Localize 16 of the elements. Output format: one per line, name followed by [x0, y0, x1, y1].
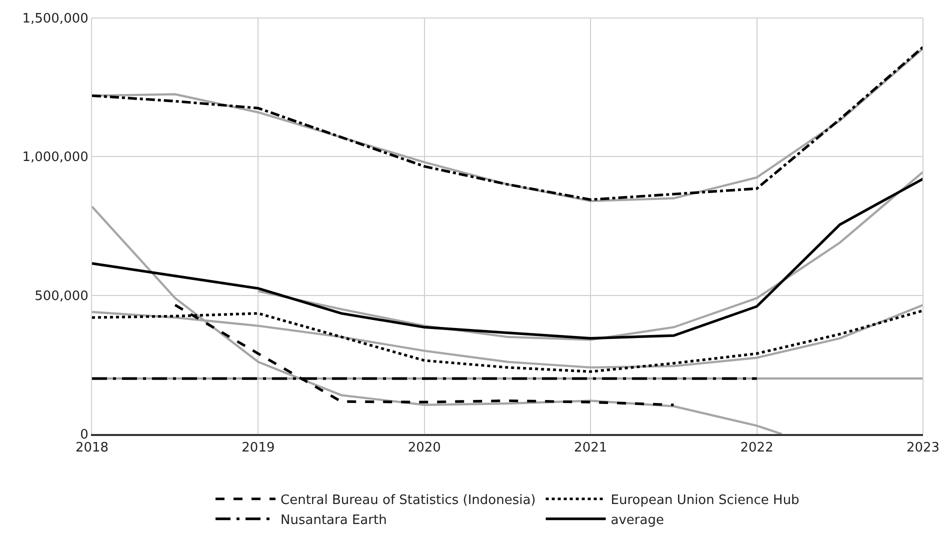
legend-label: Central Bureau of Statistics (Indonesia) [280, 492, 536, 508]
line-series [92, 178, 923, 340]
x-tick-label: 2020 [408, 440, 441, 456]
x-tick-label: 2021 [574, 440, 608, 456]
legend-label: Nusantara Earth [280, 512, 387, 528]
line-series [257, 170, 923, 341]
y-tick-label: 1,000,000 [22, 150, 88, 166]
y-tick-label: 500,000 [34, 288, 88, 304]
legend-label: European Union Science Hub [610, 492, 800, 508]
y-tick-label: 1,500,000 [22, 12, 88, 27]
x-tick-label: 2022 [740, 440, 774, 456]
legend-label: average [610, 512, 664, 528]
x-tick-label: 2019 [242, 440, 275, 456]
x-tick-label: 2018 [75, 440, 109, 456]
y-tick-label: 0 [80, 428, 88, 443]
x-tick-label: 2023 [906, 440, 940, 456]
